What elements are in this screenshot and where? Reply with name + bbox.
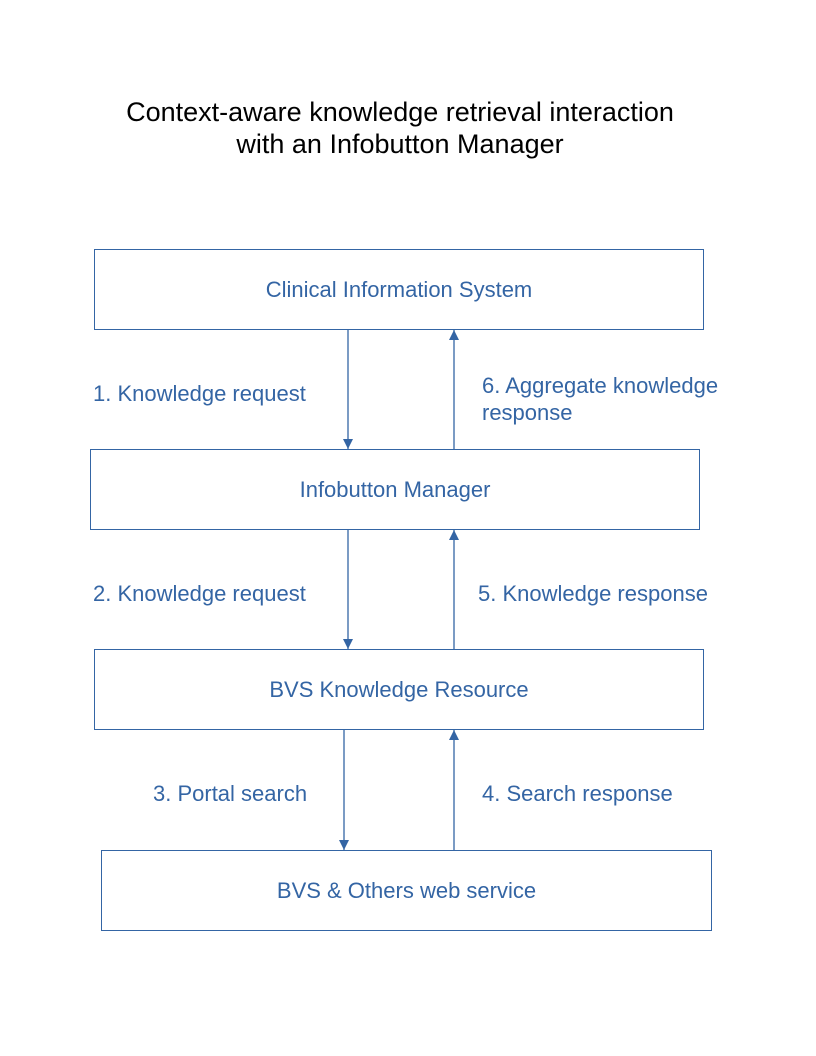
bvs-others-web-service-node: BVS & Others web service [101,850,712,931]
clinical-information-system-node: Clinical Information System [94,249,704,330]
edge-label-step-4: 4. Search response [482,781,673,806]
diagram-title: Context-aware knowledge retrieval intera… [0,96,800,160]
infobutton-manager-label: Infobutton Manager [299,476,491,502]
diagram-title-line-1: Context-aware knowledge retrieval intera… [126,97,674,127]
edge-label-step-6-line-2: response [482,400,573,425]
edge-label-step-1: 1. Knowledge request [93,381,306,406]
bvs-knowledge-resource-label: BVS Knowledge Resource [269,676,529,702]
edge-label-step-6-line-1: 6. Aggregate knowledge [482,373,719,398]
clinical-information-system-label: Clinical Information System [265,276,533,302]
bvs-knowledge-resource-node: BVS Knowledge Resource [94,649,704,730]
edge-label-step-5: 5. Knowledge response [478,581,708,606]
edge-label-step-2: 2. Knowledge request [93,581,306,606]
diagram-title-line-2: with an Infobutton Manager [236,129,564,159]
edge-label-step-3: 3. Portal search [153,781,308,806]
infobutton-manager-node: Infobutton Manager [90,449,700,530]
edge-label-step-6: 6. Aggregate knowledge response [482,372,718,426]
bvs-others-web-service-label: BVS & Others web service [276,877,537,903]
